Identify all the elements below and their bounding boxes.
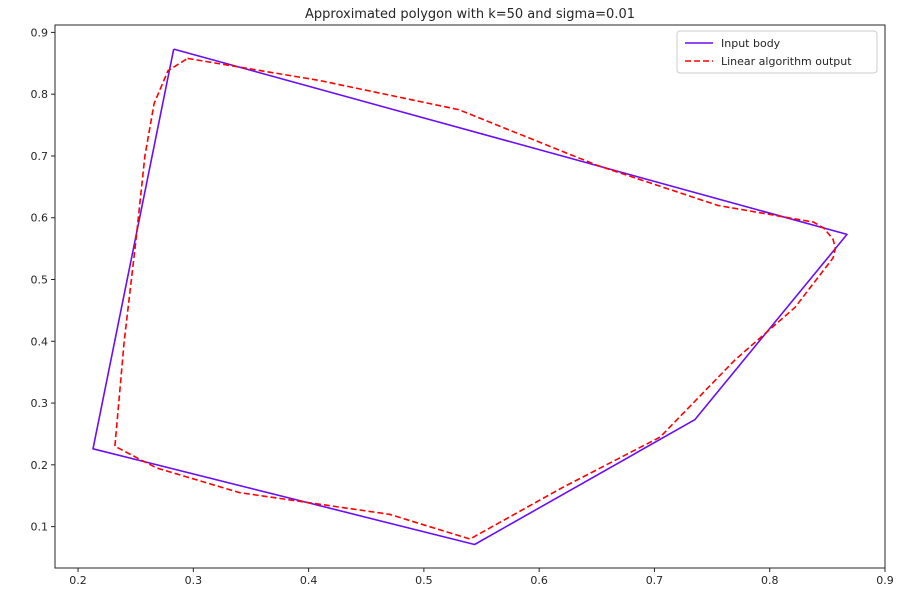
x-tick-label: 0.8 [761, 574, 779, 587]
chart-title: Approximated polygon with k=50 and sigma… [305, 7, 635, 22]
x-tick-label: 0.2 [69, 574, 87, 587]
x-tick-label: 0.6 [530, 574, 548, 587]
y-tick-label: 0.6 [31, 212, 49, 225]
y-tick-label: 0.9 [31, 26, 49, 39]
x-tick-label: 0.4 [300, 574, 318, 587]
series-input-body [92, 48, 848, 546]
x-tick-label: 0.7 [646, 574, 664, 587]
legend: Input body Linear algorithm output [676, 30, 878, 74]
y-tick-label: 0.4 [31, 335, 49, 348]
x-tick-label: 0.3 [185, 574, 203, 587]
legend-label-input-body: Input body [721, 37, 781, 50]
legend-box [676, 30, 878, 74]
x-axis: 0.2 0.3 0.4 0.5 0.6 0.7 0.8 0.9 [69, 568, 894, 587]
y-tick-label: 0.1 [31, 521, 49, 534]
y-tick-label: 0.7 [31, 150, 49, 163]
y-tick-label: 0.3 [31, 397, 49, 410]
y-tick-label: 0.5 [31, 274, 49, 287]
y-tick-label: 0.2 [31, 459, 49, 472]
y-tick-label: 0.8 [31, 88, 49, 101]
x-tick-label: 0.5 [415, 574, 433, 587]
y-axis: 0.1 0.2 0.3 0.4 0.5 0.6 0.7 0.8 0.9 [31, 26, 55, 534]
series-linear-algorithm-output [114, 57, 837, 540]
plot-frame [54, 24, 886, 569]
x-tick-label: 0.9 [876, 574, 894, 587]
legend-label-linear-algorithm-output: Linear algorithm output [721, 55, 852, 68]
plot-area [92, 48, 848, 546]
